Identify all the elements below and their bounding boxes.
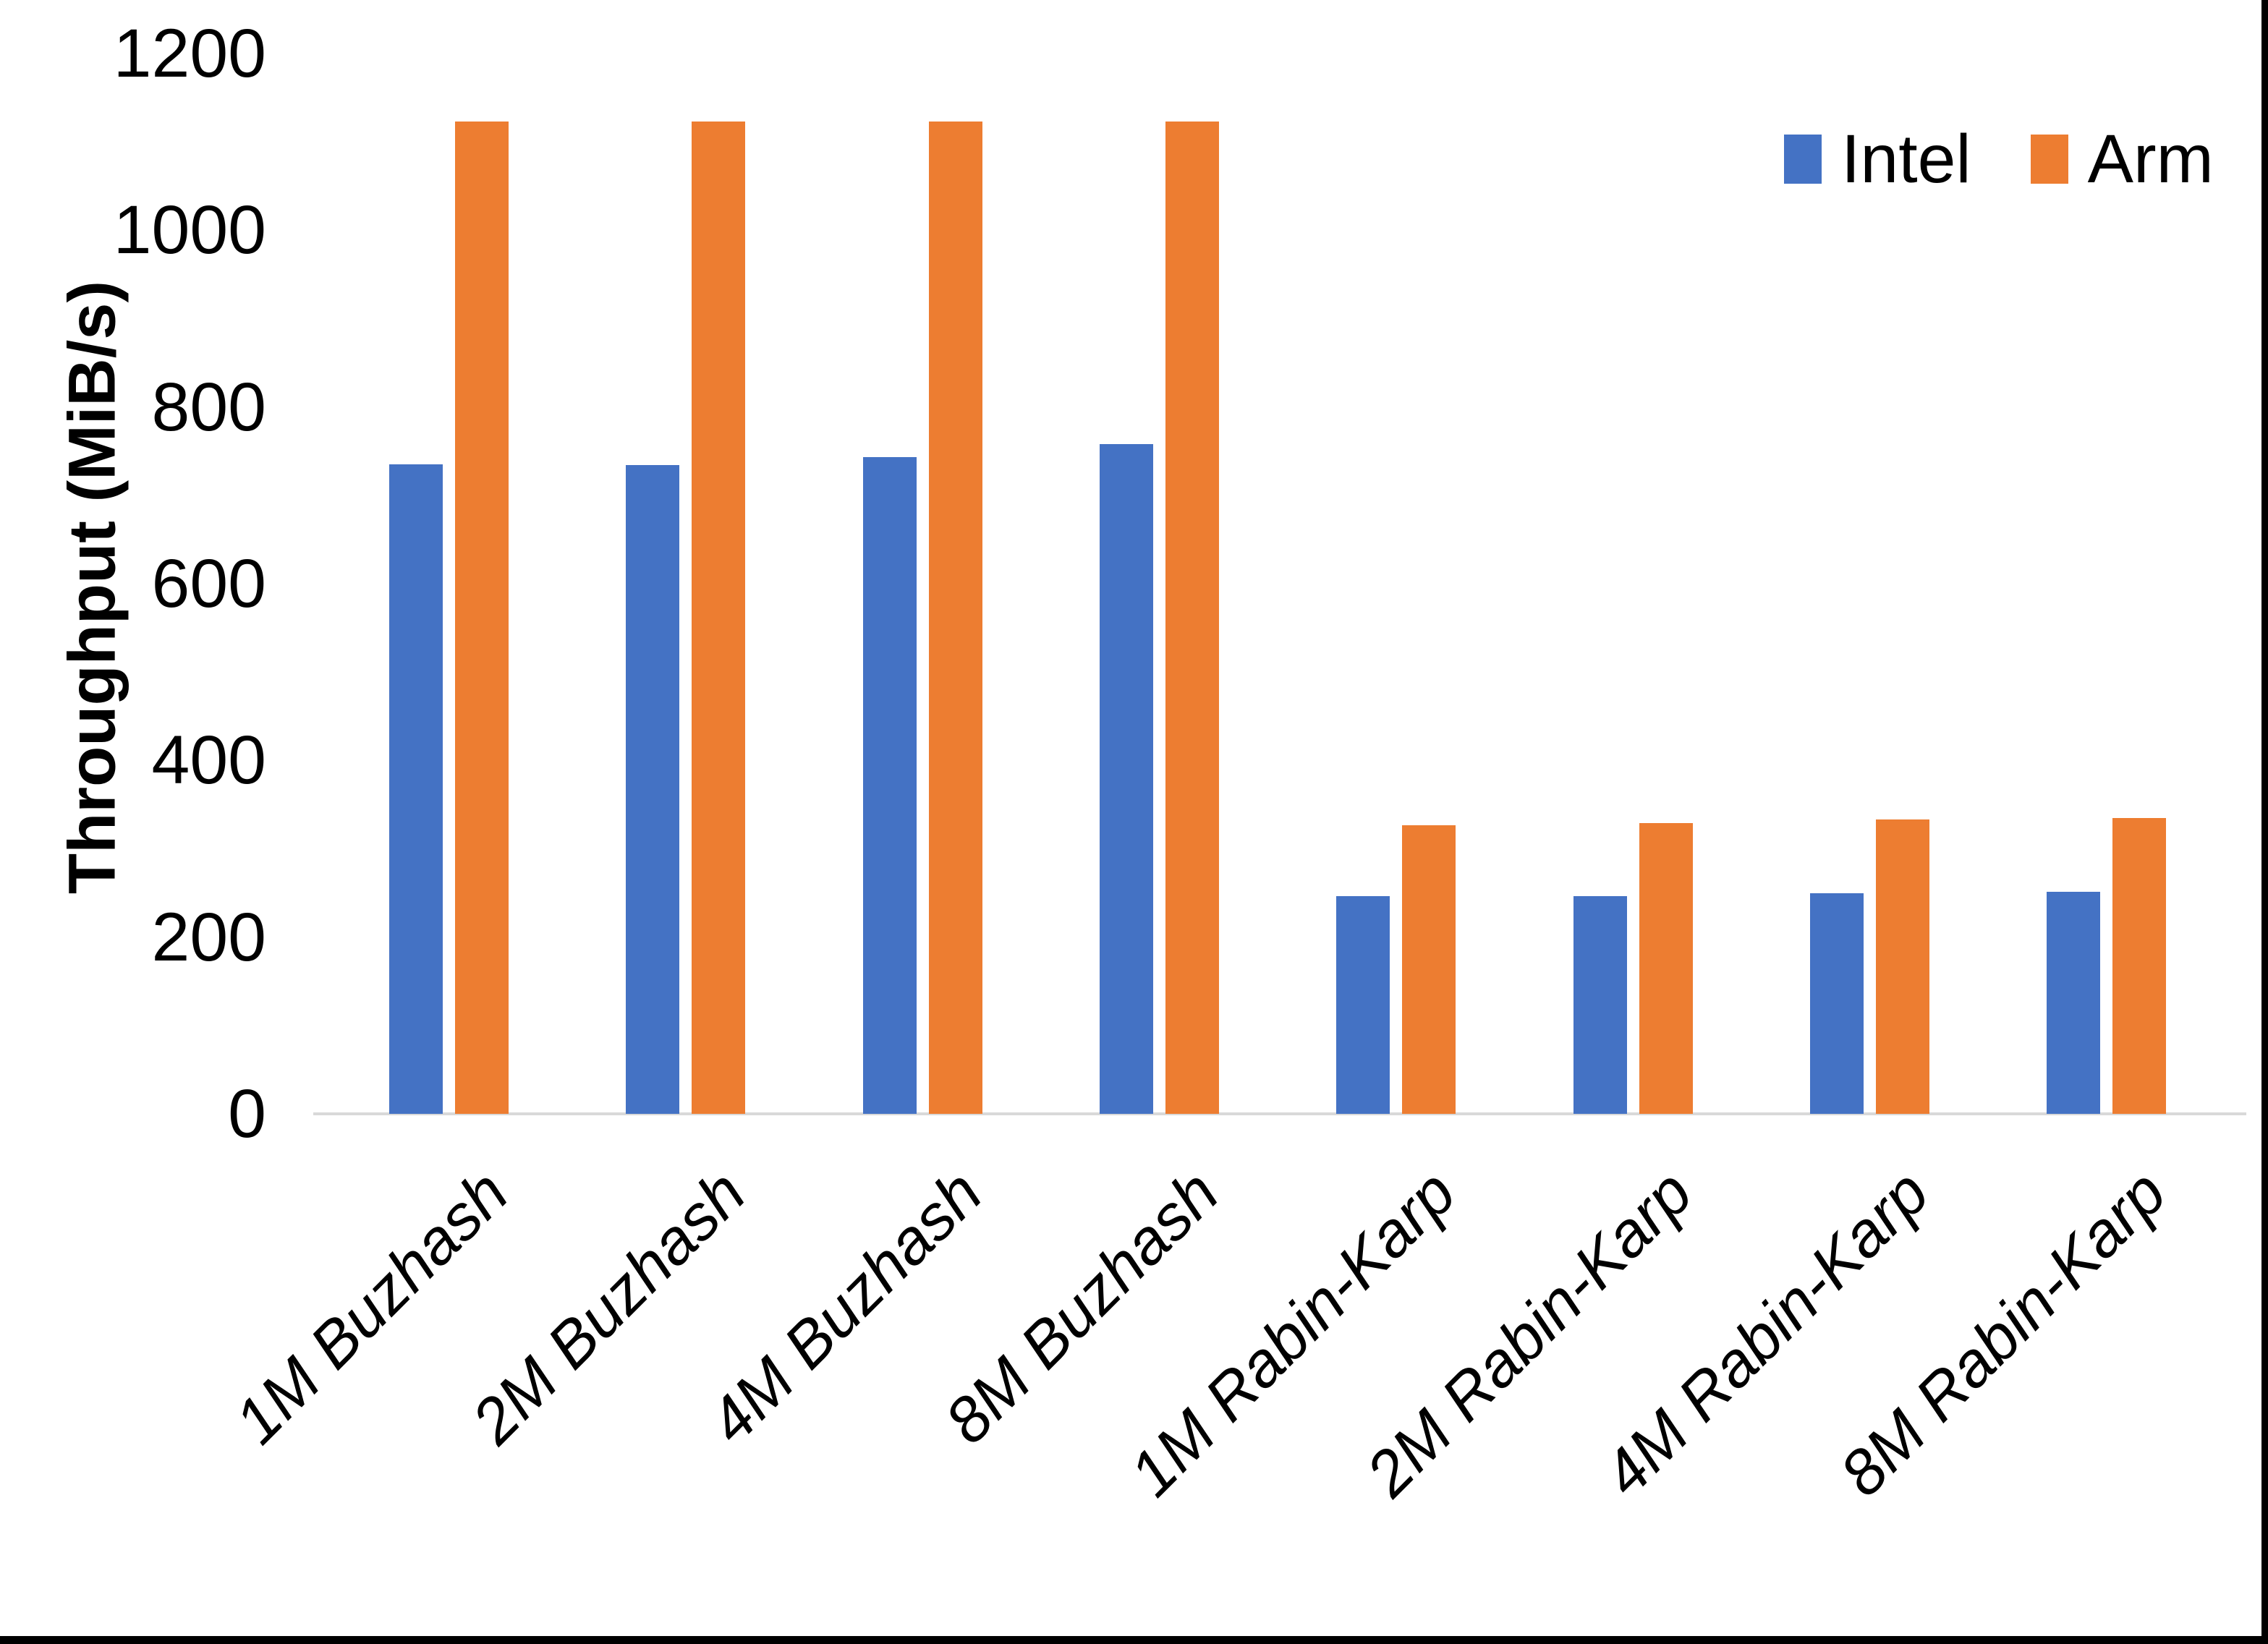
bar-arm-1m-buzhash [455, 122, 509, 1114]
bar-intel-4m-buzhash [862, 457, 917, 1114]
legend-item-intel: Intel [1784, 121, 1971, 197]
window-edge-right [2261, 0, 2268, 1644]
bar-arm-1m-rabin-karp [1402, 825, 1456, 1114]
y-tick-label-400: 400 [151, 722, 266, 799]
y-tick-label-200: 200 [151, 898, 266, 976]
bar-arm-2m-buzhash [692, 122, 746, 1114]
y-tick-label-0: 0 [228, 1076, 266, 1152]
y-tick-label-1000: 1000 [113, 192, 266, 269]
bar-intel-2m-buzhash [626, 465, 680, 1114]
bar-intel-2m-rabin-karp [1573, 896, 1627, 1114]
legend-label-arm: Arm [2087, 121, 2214, 197]
y-tick-label-800: 800 [151, 368, 266, 446]
bar-intel-1m-buzhash [389, 464, 443, 1114]
bar-intel-8m-buzhash [1099, 443, 1153, 1114]
y-tick-label-1200: 1200 [113, 15, 266, 92]
bar-arm-8m-rabin-karp [2112, 817, 2167, 1114]
y-tick-label-600: 600 [151, 545, 266, 622]
bar-intel-8m-rabin-karp [2047, 892, 2101, 1114]
bar-arm-4m-buzhash [928, 122, 982, 1114]
legend: Intel Arm [1784, 121, 2214, 197]
bar-intel-4m-rabin-karp [1809, 893, 1864, 1114]
window-edge-bottom [0, 1636, 2268, 1644]
x-axis-line [313, 1112, 2246, 1115]
arm-series-swatch [2030, 135, 2068, 184]
bar-arm-2m-rabin-karp [1639, 823, 1693, 1114]
bar-arm-8m-buzhash [1165, 122, 1219, 1114]
legend-item-arm: Arm [2030, 121, 2214, 197]
bar-arm-4m-rabin-karp [1875, 819, 1929, 1114]
intel-series-swatch [1784, 135, 1822, 184]
bar-intel-1m-rabin-karp [1336, 896, 1390, 1114]
legend-label-intel: Intel [1841, 121, 1971, 197]
